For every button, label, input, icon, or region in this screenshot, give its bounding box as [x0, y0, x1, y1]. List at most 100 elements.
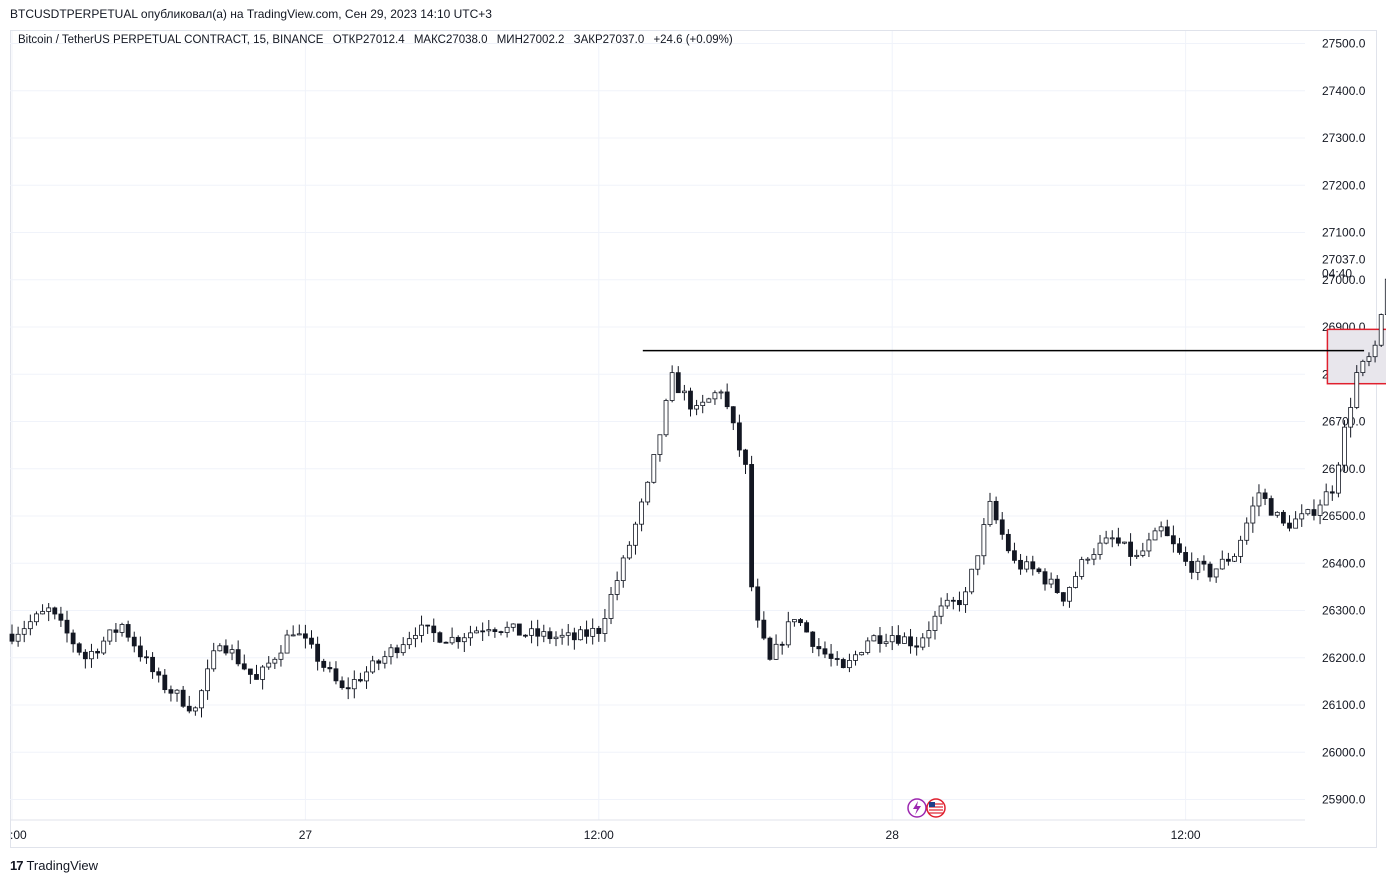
candle-body	[626, 544, 632, 559]
candle-body	[950, 599, 956, 602]
candle-body	[425, 624, 431, 627]
candle-body	[571, 632, 577, 641]
candle-body	[565, 632, 571, 636]
candle-body	[877, 635, 883, 644]
x-tick-label: 12:00	[584, 828, 614, 842]
candle-body	[27, 621, 33, 630]
candle-body	[1287, 522, 1292, 529]
candle-body	[712, 392, 718, 400]
candle-body	[584, 629, 589, 637]
candle-body	[1250, 505, 1256, 524]
y-tick-label: 26600.0	[1322, 462, 1366, 476]
candle-body	[1054, 578, 1060, 593]
candle-body	[810, 631, 816, 647]
candle-body	[724, 391, 730, 408]
y-tick-label: 26500.0	[1322, 509, 1366, 523]
candle-body	[419, 624, 424, 636]
candle-body	[290, 634, 296, 637]
candle-body	[413, 635, 418, 640]
chart-frame	[10, 30, 1377, 848]
candle-body	[1109, 537, 1115, 540]
candle-body	[1342, 426, 1347, 466]
candle-body	[718, 391, 724, 394]
candle-body	[663, 400, 669, 436]
candle-body	[1122, 541, 1127, 544]
candle-body	[1274, 511, 1280, 516]
y-tick-label: 27300.0	[1322, 131, 1366, 145]
candle-body	[773, 643, 779, 660]
candle-body	[535, 628, 541, 637]
candle-body	[1048, 578, 1054, 585]
candle-body	[785, 621, 791, 646]
candle-body	[82, 651, 88, 660]
y-tick-label: 27500.0	[1322, 37, 1366, 51]
candle-body	[474, 630, 479, 634]
candle-body	[871, 635, 877, 642]
y-tick-label: 27400.0	[1322, 84, 1366, 98]
candle-body	[1170, 535, 1176, 545]
candle-body	[999, 519, 1005, 535]
candle-body	[541, 631, 547, 637]
ohlc-open: ОТКР27012.4	[332, 34, 405, 46]
candle-body	[908, 636, 913, 647]
candle-body	[1164, 526, 1170, 537]
candle-body	[736, 422, 742, 451]
candle-body	[400, 644, 406, 654]
candle-countdown: 04:40	[1322, 266, 1352, 280]
candle-body	[315, 643, 321, 662]
candle-body	[1177, 543, 1182, 553]
candle-body	[113, 629, 119, 633]
candle-body	[559, 634, 565, 638]
candle-body	[40, 611, 45, 615]
candle-body	[602, 618, 608, 634]
symbol-name[interactable]: Bitcoin / TetherUS PERPETUAL CONTRACT, 1…	[18, 34, 324, 46]
candle-body	[633, 523, 638, 546]
candle-body	[1262, 492, 1268, 499]
candle-body	[798, 619, 803, 624]
candle-body	[1091, 554, 1097, 560]
candle-body	[865, 640, 871, 653]
ohlc-low: МИН27002.2	[496, 34, 565, 46]
candle-body	[596, 627, 602, 634]
candle-body	[822, 648, 828, 655]
candle-body	[529, 628, 534, 636]
candle-body	[1268, 498, 1274, 516]
x-tick-label: 28	[886, 828, 900, 842]
candle-body	[889, 635, 895, 643]
candle-body	[1281, 511, 1286, 524]
last-price-label: 27037.0	[1322, 252, 1366, 266]
candle-body	[761, 619, 767, 639]
candle-body	[895, 635, 901, 644]
candle-body	[364, 671, 369, 682]
us-flag-icon[interactable]	[926, 798, 946, 818]
candle-body	[657, 434, 663, 455]
candle-body	[1115, 537, 1121, 544]
candle-body	[767, 637, 773, 660]
candle-body	[957, 600, 962, 606]
candle-body	[883, 641, 889, 644]
candle-body	[1183, 552, 1188, 562]
candle-body	[137, 645, 143, 658]
candle-body	[553, 636, 559, 640]
candle-body	[64, 619, 70, 634]
candle-body	[333, 668, 339, 682]
candle-body	[21, 628, 27, 635]
candle-body	[1244, 522, 1250, 541]
candle-body	[321, 660, 327, 668]
footer[interactable]: 17 TradingView	[10, 858, 98, 873]
candle-body	[645, 481, 651, 503]
candle-body	[669, 372, 675, 401]
candle-body	[510, 623, 516, 628]
candle-body	[309, 637, 314, 645]
candle-body	[382, 656, 388, 664]
candle-body	[162, 674, 168, 691]
candle-body	[278, 652, 284, 660]
candle-body	[828, 653, 834, 659]
candle-body	[944, 599, 950, 607]
candle-body	[406, 638, 412, 646]
candle-body	[144, 656, 149, 659]
y-tick-label: 26200.0	[1322, 651, 1366, 665]
candle-body	[639, 501, 644, 525]
candle-body	[1042, 571, 1048, 585]
